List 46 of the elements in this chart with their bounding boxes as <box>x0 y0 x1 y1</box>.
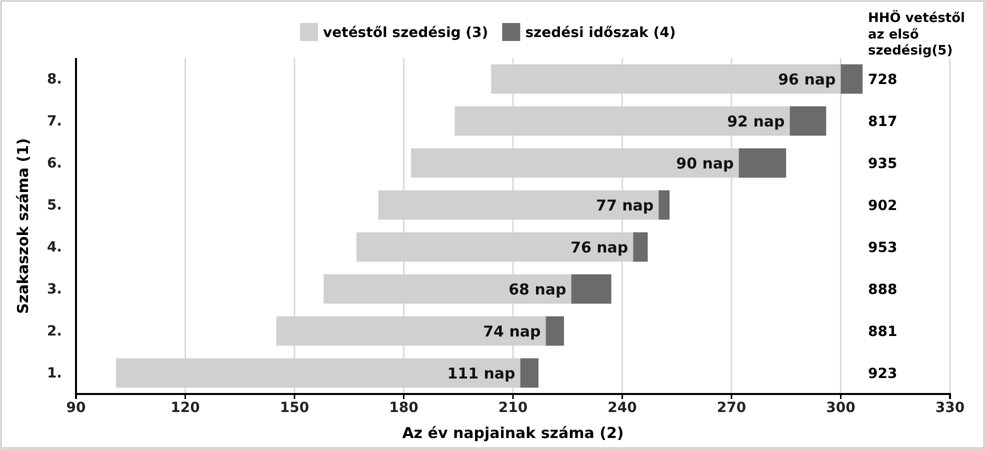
y-tick-label: 6. <box>46 155 62 172</box>
annotation: 953 <box>868 240 898 256</box>
annotation: HHÖ vetéstől az első szedésig(5) <box>868 9 965 58</box>
data-label: 92 nap <box>727 112 786 130</box>
legend-label: vetéstől szedésig (3) <box>323 24 488 41</box>
x-tick-label: 210 <box>498 400 528 416</box>
bar <box>738 148 786 178</box>
data-label: 90 nap <box>676 154 734 172</box>
y-tick-label: 4. <box>46 239 62 256</box>
y-tick-label: 7. <box>46 113 62 130</box>
annotation: 902 <box>868 198 898 214</box>
annotation: 728 <box>868 72 898 88</box>
legend-label: szedési időszak (4) <box>525 24 676 41</box>
x-axis-title: Az év napjainak száma (2) <box>402 424 624 442</box>
x-tick-label: 120 <box>170 400 200 416</box>
y-tick-label: 1. <box>46 365 62 382</box>
annotation: 888 <box>868 282 898 298</box>
x-tick-label: 150 <box>280 400 310 416</box>
x-tick-label: 180 <box>389 400 419 416</box>
x-tick-label: 90 <box>66 400 86 416</box>
y-tick-label: 2. <box>46 323 62 340</box>
data-label: 77 nap <box>596 196 654 214</box>
bar <box>633 232 648 262</box>
bar <box>571 274 612 304</box>
bar <box>840 64 863 94</box>
annotation: 935 <box>868 156 898 172</box>
bar <box>520 358 538 388</box>
y-tick-label: 5. <box>46 197 62 214</box>
data-label: 76 nap <box>570 238 628 256</box>
y-tick-label: 8. <box>46 71 62 88</box>
x-tick-label: 270 <box>716 400 746 416</box>
x-tick-label: 300 <box>826 400 856 416</box>
data-label: 74 nap <box>483 322 542 340</box>
data-label: 111 nap <box>447 364 516 382</box>
y-axis-title: Szakaszok száma (1) <box>14 138 32 314</box>
bar <box>546 316 564 346</box>
annotation: 881 <box>868 324 898 340</box>
x-tick-label: 240 <box>608 400 638 416</box>
bar <box>658 190 670 220</box>
data-label: 96 nap <box>778 70 836 88</box>
data-label: 68 nap <box>508 280 567 298</box>
bar <box>790 106 826 136</box>
annotation: 923 <box>868 366 898 382</box>
y-tick-label: 3. <box>46 281 62 298</box>
x-tick-label: 330 <box>935 400 965 416</box>
annotation: 817 <box>868 114 898 130</box>
